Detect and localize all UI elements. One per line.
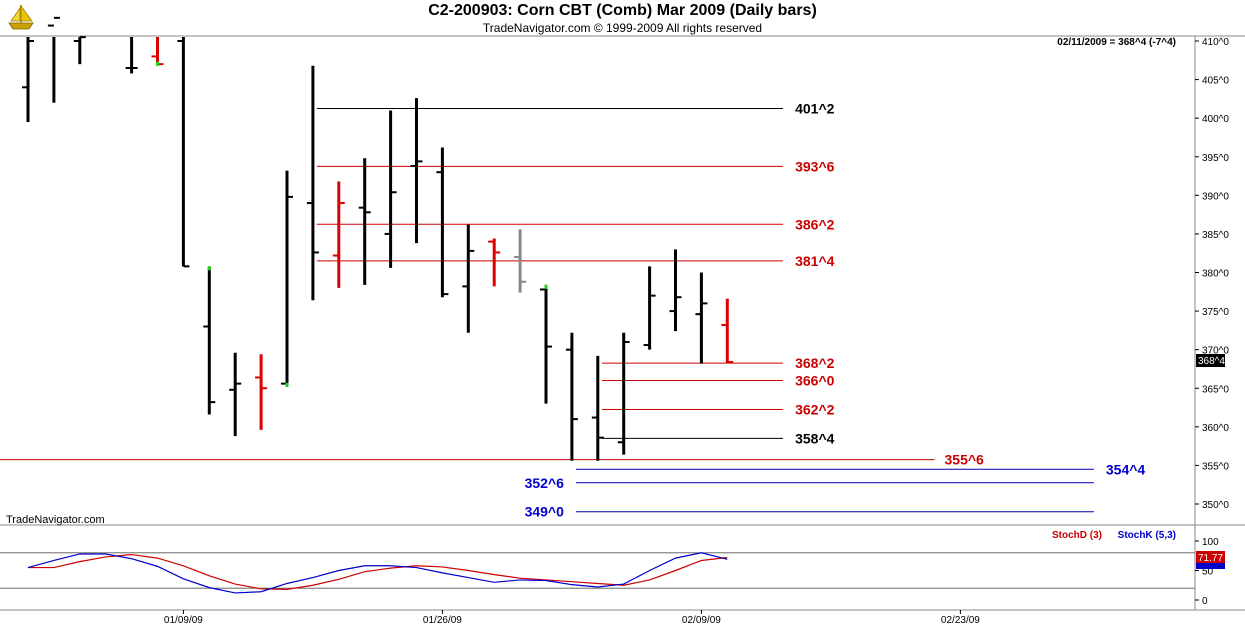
price-bar <box>151 37 164 66</box>
stochastic-reference-lines <box>0 552 1195 589</box>
price-bar <box>514 229 527 293</box>
price-bar <box>410 98 423 244</box>
stoch-tick-label: 50 <box>1202 567 1214 578</box>
stoch-tick-label: 100 <box>1202 537 1219 548</box>
price-bar <box>669 249 682 332</box>
last-price-label: 368^4 <box>1198 356 1225 367</box>
stoch-d-legend: StochD (3) <box>1052 530 1102 541</box>
level-label: 366^0 <box>795 373 835 389</box>
stoch-k-last-marker <box>1196 563 1225 569</box>
price-tick-label: 390^0 <box>1202 191 1229 202</box>
stoch-d-last-marker <box>1196 551 1225 563</box>
stoch-d-line <box>28 553 728 590</box>
level-label: 368^2 <box>795 355 835 371</box>
level-label: 401^2 <box>795 101 835 117</box>
price-tick-label: 400^0 <box>1202 114 1229 125</box>
price-bar <box>358 158 371 285</box>
price-bar <box>591 355 604 461</box>
price-tick-label: 360^0 <box>1202 423 1229 434</box>
price-bar <box>617 332 630 455</box>
price-tick-label: 365^0 <box>1202 384 1229 395</box>
price-bar <box>306 65 319 301</box>
price-tick-label: 350^0 <box>1202 500 1229 511</box>
page-title: C2-200903: Corn CBT (Comb) Mar 2009 (Dai… <box>428 2 817 19</box>
price-tick-label: 380^0 <box>1202 269 1229 280</box>
price-bars[interactable] <box>22 16 734 461</box>
date-axis: 01/09/09 01/26/09 02/09/09 02/23/09 <box>164 610 980 626</box>
price-tick-label: 405^0 <box>1202 76 1229 87</box>
level-label: 393^6 <box>795 158 835 174</box>
last-price-marker <box>1196 354 1225 367</box>
price-bar <box>255 354 268 430</box>
price-tick-label: 395^0 <box>1202 153 1229 164</box>
watermark: TradeNavigator.com <box>6 514 105 526</box>
price-axis: 410^0 405^0 400^0 395^0 390^0 385^0 380^0 375^0… <box>1195 37 1229 511</box>
title-bar: C2-200903: Corn CBT (Comb) Mar 2009 (Dai… <box>0 0 1245 36</box>
stochastic-axis: 100 50 0 <box>1195 537 1219 607</box>
price-readout: 02/11/2009 = 368^4 (-7^4) <box>1057 37 1176 48</box>
level-label: 362^2 <box>795 401 835 417</box>
price-tick-label: 370^0 <box>1202 346 1229 357</box>
price-bar <box>643 266 656 350</box>
price-bar <box>47 16 60 103</box>
date-tick-label: 01/26/09 <box>423 615 462 626</box>
stoch-k-legend: StochK (5,3) <box>1118 530 1176 541</box>
price-tick-label: 385^0 <box>1202 230 1229 241</box>
price-tick-label: 355^0 <box>1202 461 1229 472</box>
stochastic-lines[interactable] <box>27 552 728 594</box>
price-bar <box>488 238 501 287</box>
level-lines <box>0 108 1094 513</box>
price-bar <box>281 170 293 387</box>
stoch-tick-label: 0 <box>1202 596 1208 607</box>
price-bar <box>125 37 138 74</box>
price-bar <box>540 284 552 404</box>
price-bar <box>203 266 216 415</box>
price-bar <box>565 332 578 461</box>
date-tick-label: 02/23/09 <box>941 615 980 626</box>
price-bar <box>73 36 86 65</box>
copyright-subtitle: TradeNavigator.com © 1999-2009 All right… <box>482 21 763 35</box>
level-label: 354^4 <box>1106 461 1146 477</box>
price-bar <box>721 298 734 364</box>
price-bar <box>695 272 708 364</box>
level-label: 349^0 <box>525 504 565 520</box>
navigator-ship-icon <box>6 2 36 32</box>
level-label: 355^6 <box>945 452 985 468</box>
price-bar <box>177 37 190 268</box>
price-bar <box>384 110 397 268</box>
price-bar <box>229 352 242 437</box>
price-bar <box>332 181 345 288</box>
price-bar <box>436 147 449 298</box>
date-tick-label: 02/09/09 <box>682 615 721 626</box>
price-bar <box>462 224 475 333</box>
level-label: 381^4 <box>795 253 835 269</box>
level-labels: 401^2 393^6 386^2 381^4 368^2 366^0 362^2 358^4… <box>525 101 1146 520</box>
stoch-d-last-label: 71.77 <box>1198 553 1223 564</box>
price-tick-label: 375^0 <box>1202 307 1229 318</box>
price-tick-label: 410^0 <box>1202 37 1229 48</box>
level-label: 358^4 <box>795 430 835 446</box>
price-bar <box>22 37 34 123</box>
date-tick-label: 01/09/09 <box>164 615 203 626</box>
stoch-k-line <box>27 552 728 594</box>
level-label: 352^6 <box>525 475 565 491</box>
level-label: 386^2 <box>795 216 835 232</box>
